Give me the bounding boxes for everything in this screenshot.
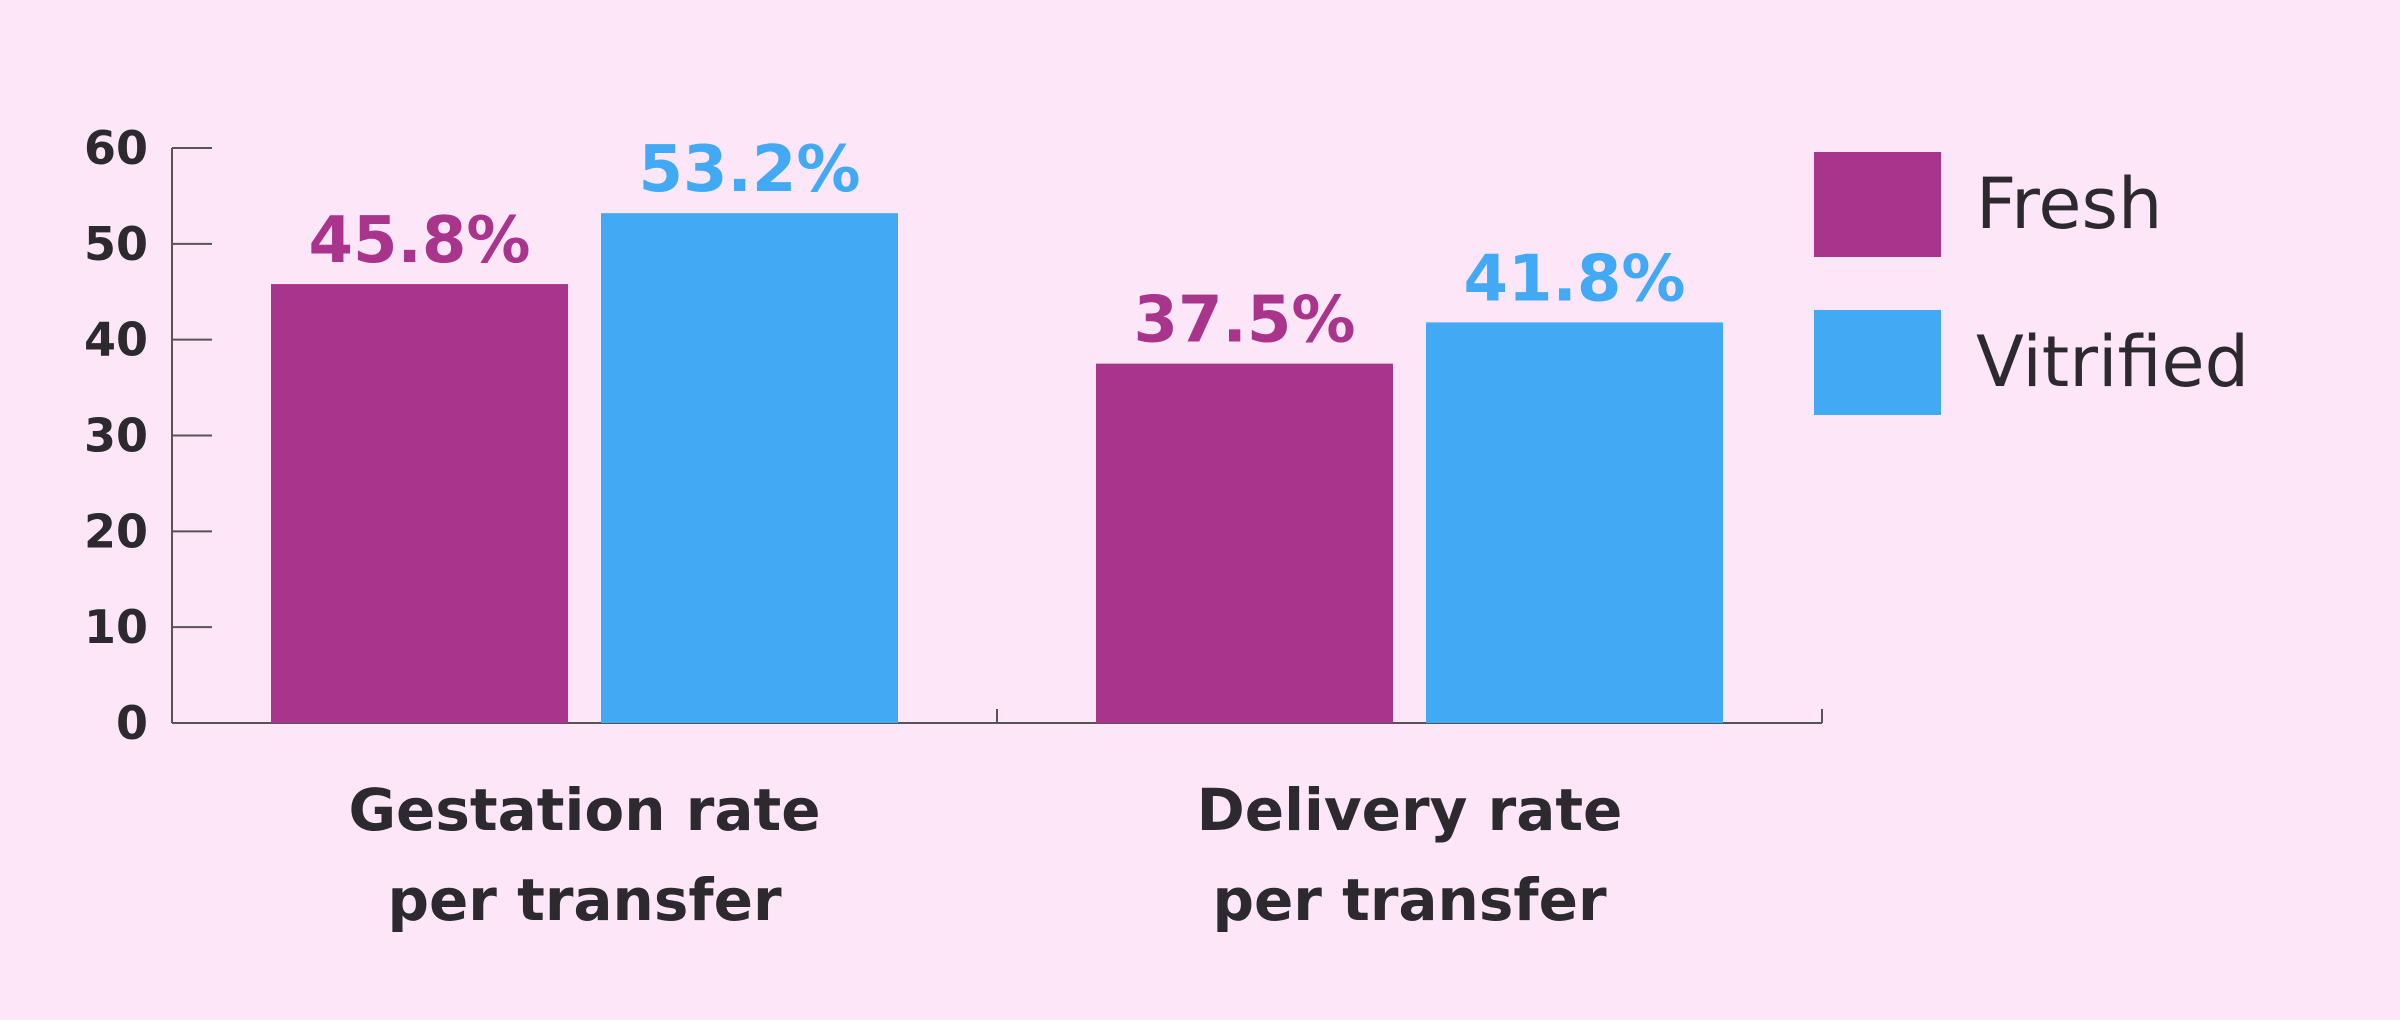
- y-tick-label: 40: [84, 313, 148, 367]
- category-label: per transfer: [387, 866, 782, 934]
- legend-swatch-vitrified: [1814, 310, 1941, 415]
- y-tick-label: 30: [84, 409, 148, 463]
- y-tick-label: 60: [84, 121, 148, 175]
- axes: 0 10 20 30 40 50 60: [84, 121, 1823, 750]
- bar-fresh-0: [271, 284, 568, 723]
- y-tick-label: 10: [84, 600, 148, 654]
- value-labels: 45.8% 53.2% 37.5% 41.8%: [308, 133, 1685, 357]
- bar-vitrified-0: [601, 213, 898, 723]
- category-label: Gestation rate: [348, 776, 820, 844]
- y-tick-label: 0: [116, 696, 148, 750]
- y-tick-label: 20: [84, 504, 148, 558]
- category-labels: Gestation rate per transfer Delivery rate p…: [348, 776, 1622, 934]
- value-label-fresh-0: 45.8%: [308, 204, 530, 278]
- legend-swatch-fresh: [1814, 152, 1941, 257]
- legend-label-fresh: Fresh: [1976, 163, 2162, 245]
- category-label: per transfer: [1212, 866, 1607, 934]
- y-tick-label: 50: [84, 217, 148, 271]
- value-label-fresh-1: 37.5%: [1133, 284, 1355, 358]
- value-label-vitrified-1: 41.8%: [1463, 242, 1685, 316]
- bar-fresh-1: [1096, 363, 1393, 723]
- category-label: Delivery rate: [1197, 776, 1623, 844]
- legend: Fresh Vitrified: [1814, 152, 2249, 415]
- bar-vitrified-1: [1426, 322, 1723, 723]
- bars: [271, 213, 1723, 723]
- value-label-vitrified-0: 53.2%: [638, 133, 860, 207]
- legend-label-vitrified: Vitrified: [1976, 321, 2249, 403]
